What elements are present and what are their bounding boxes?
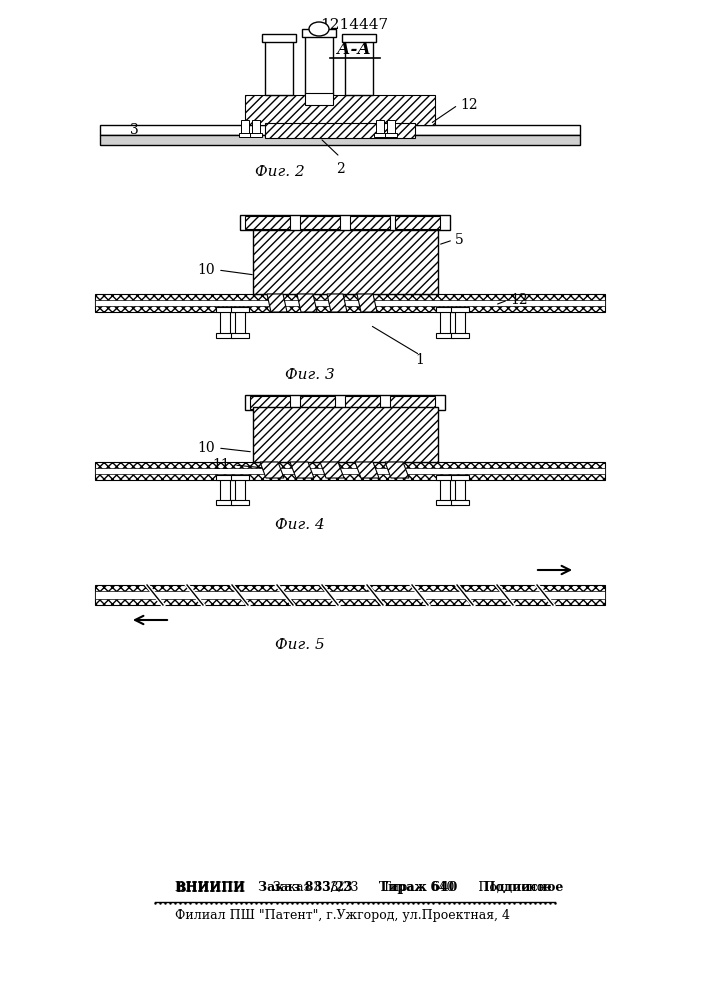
Text: Фиг. 4: Фиг. 4	[275, 518, 325, 532]
Bar	[216, 307, 234, 312]
Bar	[253, 407, 438, 462]
Text: 11: 11	[212, 458, 230, 472]
Bar	[265, 40, 293, 95]
Text: 3: 3	[130, 123, 139, 137]
Bar	[374, 133, 386, 137]
Text: Заказ 833/23      Тираж 640      Подписное: Заказ 833/23 Тираж 640 Подписное	[265, 882, 551, 894]
Bar	[350, 216, 390, 229]
Bar	[95, 591, 605, 599]
Bar	[395, 216, 440, 229]
Text: 12: 12	[510, 293, 527, 307]
Polygon shape	[320, 462, 344, 478]
Polygon shape	[385, 462, 409, 478]
Bar	[440, 477, 450, 502]
Polygon shape	[267, 294, 287, 312]
Bar	[95, 294, 605, 312]
Bar	[231, 333, 249, 338]
Bar	[216, 333, 234, 338]
Bar	[387, 120, 395, 135]
Polygon shape	[260, 462, 284, 478]
Bar	[390, 396, 435, 409]
Text: А-А: А-А	[337, 41, 371, 58]
Ellipse shape	[309, 22, 329, 36]
Bar	[342, 34, 376, 42]
Bar	[100, 135, 580, 145]
Bar	[240, 215, 450, 230]
Bar	[235, 477, 245, 502]
Text: 1: 1	[416, 353, 424, 367]
Bar	[265, 123, 415, 138]
Bar	[451, 475, 469, 480]
Bar	[250, 133, 262, 137]
Bar	[245, 395, 445, 410]
Bar	[451, 500, 469, 505]
Bar	[436, 307, 454, 312]
Bar	[440, 310, 450, 335]
Bar	[231, 307, 249, 312]
Text: Фиг. 5: Фиг. 5	[275, 638, 325, 652]
Bar	[95, 468, 605, 474]
Bar	[220, 477, 230, 502]
Text: 5: 5	[455, 233, 464, 247]
Bar	[235, 310, 245, 335]
Text: 12: 12	[460, 98, 478, 112]
Bar	[95, 462, 605, 480]
Bar	[451, 333, 469, 338]
Bar	[95, 300, 605, 306]
Bar	[241, 120, 249, 135]
Bar	[100, 125, 580, 135]
Text: ВНИИПИ   Заказ 833/23      Тираж 640      Подписное: ВНИИПИ Заказ 833/23 Тираж 640 Подписное	[175, 882, 563, 894]
Bar	[305, 93, 333, 105]
Text: ВНИИПИ: ВНИИПИ	[175, 882, 245, 894]
Bar	[455, 477, 465, 502]
Bar	[302, 29, 336, 37]
Polygon shape	[297, 294, 317, 312]
Bar	[436, 333, 454, 338]
Bar	[95, 585, 605, 605]
Text: Филиал ПШ "Патент", г.Ужгород, ул.Проектная, 4: Филиал ПШ "Патент", г.Ужгород, ул.Проект…	[175, 908, 510, 922]
Bar	[231, 500, 249, 505]
Text: Фиг. 3: Фиг. 3	[285, 368, 335, 382]
Bar	[451, 307, 469, 312]
Text: 2: 2	[336, 162, 344, 176]
Polygon shape	[355, 462, 379, 478]
Text: 10: 10	[197, 263, 215, 277]
Bar	[385, 133, 397, 137]
Bar	[300, 396, 335, 409]
Bar	[262, 34, 296, 42]
Bar	[245, 216, 290, 229]
Bar	[305, 35, 333, 95]
Bar	[252, 120, 260, 135]
Text: 10: 10	[197, 441, 215, 455]
Text: 1214447: 1214447	[320, 18, 388, 32]
Bar	[376, 120, 384, 135]
Bar	[231, 475, 249, 480]
Bar	[216, 500, 234, 505]
Bar	[345, 396, 380, 409]
Bar	[253, 229, 438, 294]
Bar	[216, 475, 234, 480]
Bar	[455, 310, 465, 335]
Text: Фиг. 2: Фиг. 2	[255, 165, 305, 179]
Polygon shape	[327, 294, 347, 312]
Bar	[345, 40, 373, 95]
Bar	[245, 95, 435, 125]
Polygon shape	[357, 294, 377, 312]
Bar	[220, 310, 230, 335]
Bar	[436, 500, 454, 505]
Bar	[300, 216, 340, 229]
Bar	[436, 475, 454, 480]
Polygon shape	[290, 462, 314, 478]
Bar	[239, 133, 251, 137]
Bar	[250, 396, 290, 409]
